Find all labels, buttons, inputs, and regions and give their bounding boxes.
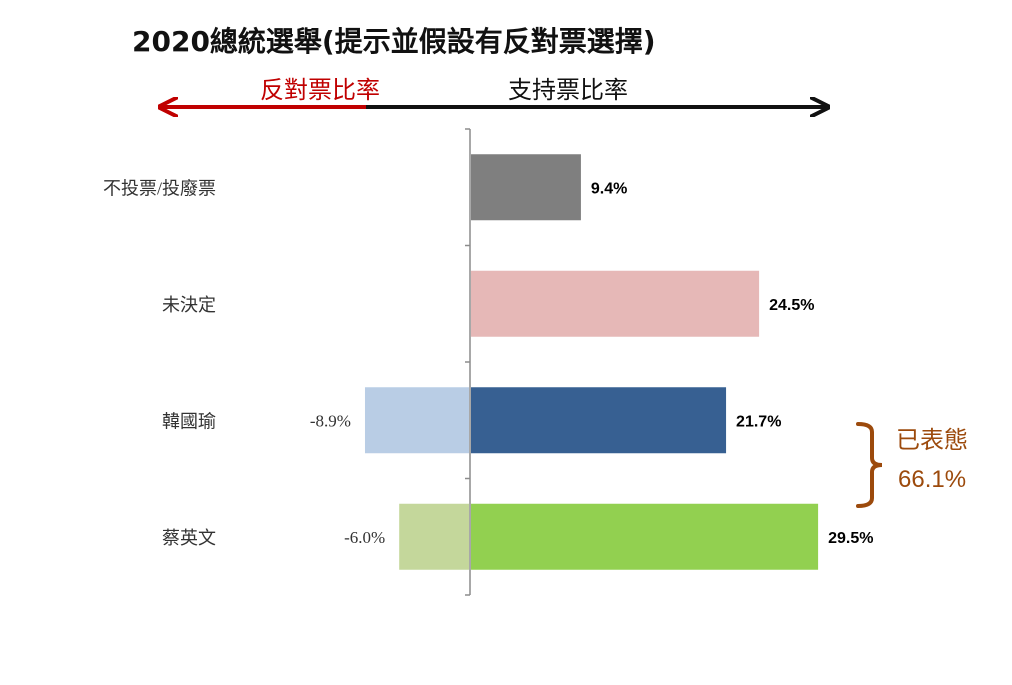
support-value-label: 21.7% xyxy=(736,413,781,430)
support-value-label: 9.4% xyxy=(591,180,627,197)
support-direction-label: 支持票比率 xyxy=(508,76,628,104)
chart-title: 2020總統選舉(提示並假設有反對票選擇) xyxy=(132,25,656,58)
oppose-value-label: -8.9% xyxy=(310,411,351,430)
category-label: 蔡英文 xyxy=(162,528,216,548)
support-value-label: 24.5% xyxy=(769,297,814,314)
support-bar xyxy=(471,154,581,221)
support-bar xyxy=(471,503,819,570)
category-label: 韓國瑜 xyxy=(162,411,216,431)
oppose-bar xyxy=(364,387,469,454)
bars-layer: 不投票/投廢票 9.4% 未決定 24.5% 韓國瑜 21.7% -8.9% 蔡英文 29.5%… xyxy=(103,128,873,596)
annotation-label: 已表態 xyxy=(896,427,968,454)
annotation-bracket xyxy=(856,422,883,508)
oppose-bar xyxy=(399,503,469,570)
support-bar xyxy=(471,387,727,454)
annotation-value: 66.1% xyxy=(898,466,967,493)
oppose-value-label: -6.0% xyxy=(344,528,385,547)
category-label: 未決定 xyxy=(162,295,216,315)
category-label: 不投票/投廢票 xyxy=(103,178,216,198)
oppose-direction-label: 反對票比率 xyxy=(260,76,380,104)
support-value-label: 29.5% xyxy=(828,530,873,547)
support-bar xyxy=(471,270,760,337)
